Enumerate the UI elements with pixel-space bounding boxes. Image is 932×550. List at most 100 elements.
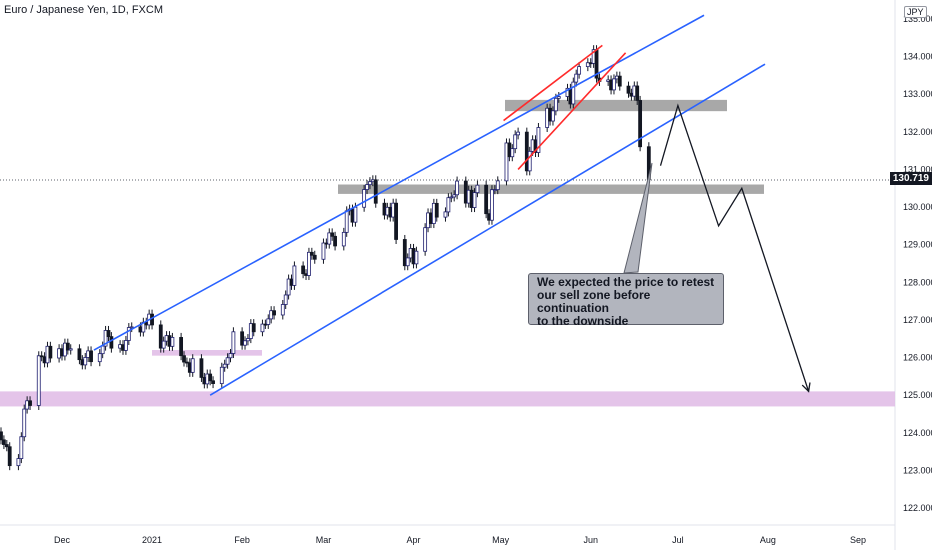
candle-body	[443, 211, 448, 218]
price-zone	[338, 184, 764, 194]
candle-body	[179, 337, 184, 357]
candle-body	[638, 100, 643, 148]
candle-body	[292, 265, 297, 286]
annotation-callout: We expected the price to retest our sell…	[528, 273, 724, 328]
candle-body	[452, 194, 457, 198]
candle-body	[65, 342, 70, 351]
candle-body	[617, 75, 622, 87]
candle-body	[100, 345, 105, 355]
candle-body	[106, 330, 111, 338]
candle-body	[333, 235, 337, 247]
last-price-tag: 130.719	[889, 172, 932, 186]
y-tick-label: 135.000	[903, 14, 932, 24]
candle-body	[83, 357, 88, 366]
candle-body	[455, 180, 459, 196]
y-tick-label: 124.000	[903, 428, 932, 438]
x-tick-label: Jul	[672, 535, 684, 545]
candle-body	[353, 206, 358, 223]
currency-badge: JPY	[904, 6, 927, 18]
candle-body	[551, 110, 555, 122]
candle-body	[190, 358, 195, 373]
candle-body	[28, 400, 32, 406]
candle-body	[626, 85, 631, 94]
candle-body	[103, 330, 108, 347]
candle-body	[556, 96, 561, 99]
candle-body	[208, 373, 213, 382]
candle-body	[240, 331, 245, 346]
candle-body	[228, 353, 233, 359]
chart-title: Euro / Japanese Yen, 1D, FXCM	[4, 4, 163, 16]
price-zone	[505, 99, 727, 112]
candle-body	[307, 251, 311, 276]
candle-body	[251, 323, 256, 333]
candle-body	[129, 326, 134, 329]
candle-body	[272, 310, 276, 316]
candle-body	[89, 350, 93, 363]
candle-body	[527, 150, 532, 172]
wedge-lower-line	[517, 52, 627, 171]
candle-body	[321, 242, 326, 260]
candle-body	[475, 184, 480, 194]
y-tick-label: 123.000	[903, 465, 932, 475]
candle-body	[330, 232, 335, 237]
candle-body	[48, 345, 53, 359]
candle-body	[219, 366, 224, 384]
candle-body	[327, 232, 332, 245]
candle-body	[19, 436, 24, 459]
callout-line: to the downside	[537, 314, 629, 328]
candle-body	[301, 265, 306, 275]
callout-line: our sell zone before continuation	[537, 288, 651, 315]
candle-body	[68, 348, 73, 351]
wedge-upper-line	[503, 44, 603, 122]
candle-body	[577, 66, 582, 75]
candle-body	[402, 239, 407, 267]
y-tick-label: 132.000	[903, 127, 932, 137]
candle-body	[373, 179, 378, 204]
x-tick-label: Mar	[316, 535, 332, 545]
candle-body	[225, 357, 230, 365]
candle-body	[222, 363, 227, 368]
channel-upper-line	[93, 14, 705, 351]
channel-lower-line	[209, 63, 766, 396]
y-tick-label: 129.000	[903, 240, 932, 250]
x-tick-label: 2021	[142, 535, 162, 545]
projection-path	[659, 103, 810, 392]
candle-body	[553, 97, 558, 112]
y-tick-label: 125.000	[903, 390, 932, 400]
price-zone	[152, 350, 262, 356]
candle-body	[231, 331, 236, 354]
candle-body	[449, 196, 454, 199]
candle-body	[36, 355, 41, 406]
x-tick-label: Dec	[54, 535, 71, 545]
x-tick-label: May	[492, 535, 510, 545]
x-tick-label: Aug	[760, 535, 776, 545]
candle-body	[510, 148, 515, 158]
candle-body	[368, 181, 372, 186]
y-tick-label: 130.000	[903, 202, 932, 212]
y-tick-label: 134.000	[903, 52, 932, 62]
candle-body	[161, 340, 166, 349]
candle-body	[39, 355, 44, 358]
candle-body	[280, 304, 285, 316]
y-tick-label: 131.000	[903, 164, 932, 174]
candle-body	[585, 62, 590, 68]
candle-body	[394, 202, 398, 240]
x-tick-label: Jun	[583, 535, 598, 545]
y-tick-label: 126.000	[903, 353, 932, 363]
candle-body	[513, 134, 518, 150]
projection-arrowhead	[801, 382, 811, 393]
y-tick-label: 122.000	[903, 503, 932, 513]
candle-body	[260, 323, 265, 333]
candle-body	[4, 444, 9, 448]
y-tick-label: 133.000	[903, 89, 932, 99]
candle-body	[170, 337, 175, 347]
candle-body	[414, 250, 419, 265]
candle-body	[246, 338, 250, 342]
callout-line: We expected the price to retest	[537, 275, 715, 289]
candle-body	[22, 408, 27, 438]
candle-body	[199, 358, 204, 378]
candle-body	[344, 210, 349, 233]
candle-body	[536, 127, 541, 153]
candle-body	[158, 324, 163, 349]
candle-body	[434, 202, 439, 218]
